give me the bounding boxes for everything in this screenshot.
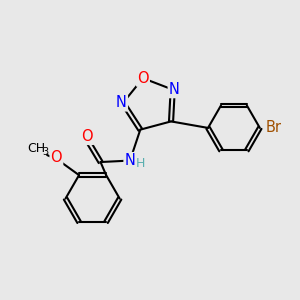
Text: N: N: [169, 82, 180, 97]
Text: 3: 3: [42, 148, 48, 158]
Text: Br: Br: [266, 120, 282, 135]
Text: CH: CH: [28, 142, 46, 155]
Text: O: O: [82, 129, 93, 144]
Text: N: N: [124, 153, 135, 168]
Text: O: O: [137, 71, 149, 86]
Text: O: O: [51, 150, 62, 165]
Text: H: H: [136, 157, 145, 170]
Text: N: N: [116, 95, 127, 110]
